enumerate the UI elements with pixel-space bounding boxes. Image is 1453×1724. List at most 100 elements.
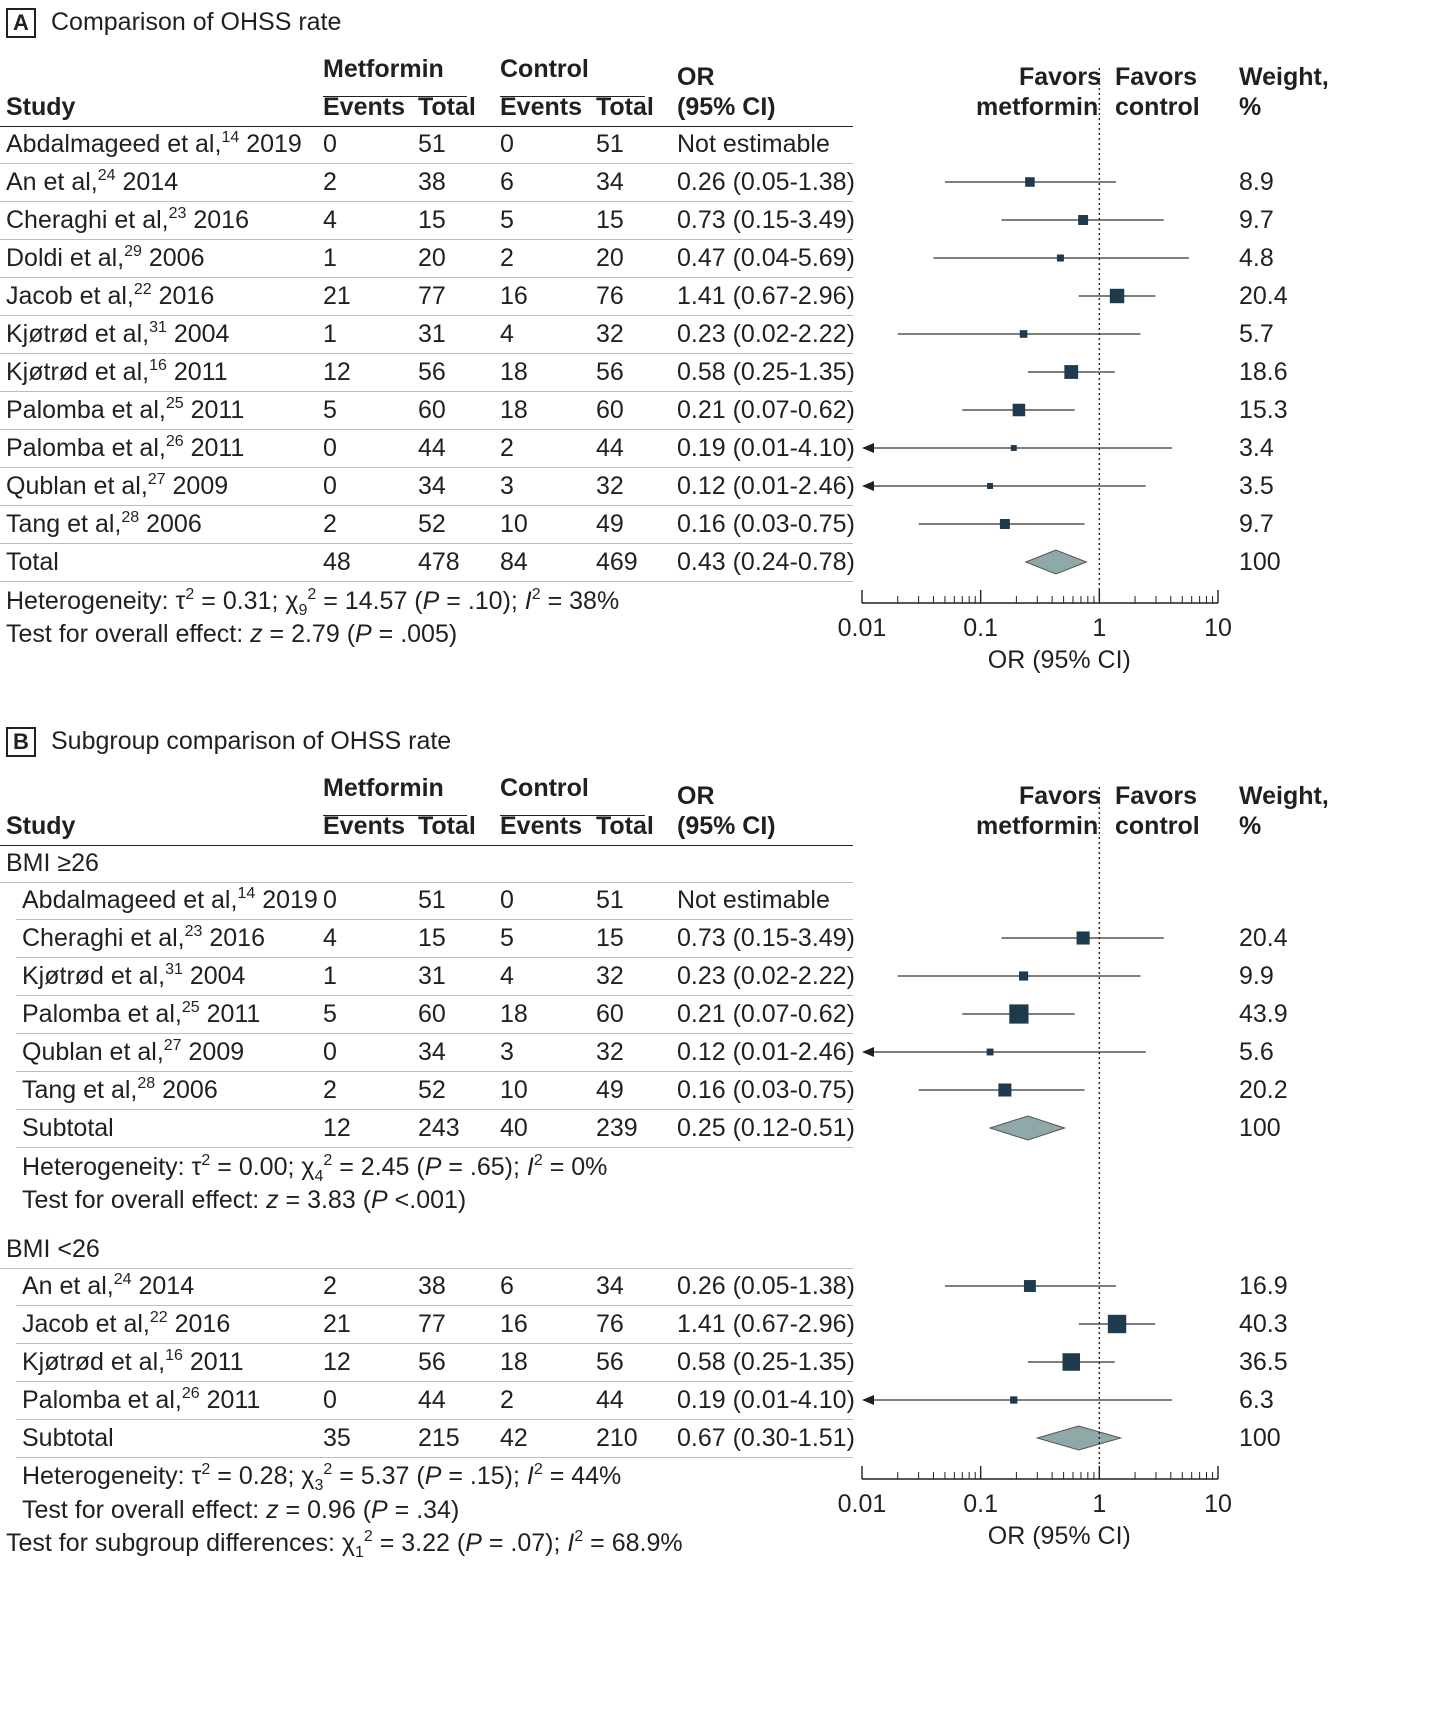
- x-axis-label: OR (95% CI): [987, 646, 1131, 674]
- metformin-events: 0: [323, 886, 337, 914]
- subgroup1-overall-effect: Test for overall effect: z = 3.83 (P <.0…: [22, 1186, 467, 1214]
- row-rule: [0, 315, 853, 316]
- control-total: 34: [596, 1272, 624, 1300]
- weight-header-line2: %: [1239, 812, 1262, 840]
- metformin-total: 52: [418, 1076, 446, 1104]
- metformin-events: 4: [323, 924, 337, 952]
- favors-control-line1: Favors: [1115, 782, 1197, 810]
- row-rule: [16, 1305, 853, 1306]
- metformin-total: 51: [418, 130, 446, 158]
- control-events: 2: [500, 1386, 514, 1414]
- metformin-events: 1: [323, 962, 337, 990]
- row-rule: [16, 957, 853, 958]
- favors-metformin-line1: Favors: [1019, 782, 1101, 810]
- or-ci: 0.16 (0.03-0.75): [677, 1076, 855, 1104]
- study-name: Palomba et al,26 2011: [22, 1385, 261, 1415]
- total-control-total: 239: [596, 1114, 638, 1142]
- total-metformin-total: 478: [418, 548, 460, 576]
- header-rule: [0, 845, 853, 846]
- point-estimate-marker: [1107, 1314, 1127, 1334]
- or-ci: 0.16 (0.03-0.75): [677, 510, 855, 538]
- or-ci: 0.58 (0.25-1.35): [677, 358, 855, 386]
- control-events: 18: [500, 396, 528, 424]
- study-name: Jacob et al,22 2016: [6, 281, 215, 311]
- metformin-total: 56: [418, 358, 446, 386]
- metformin-events: 12: [323, 358, 351, 386]
- control-events: 0: [500, 130, 514, 158]
- control-underline: [500, 96, 645, 97]
- row-rule: [0, 882, 853, 883]
- favors-control-line2: control: [1115, 93, 1200, 121]
- control-events-header: Events: [500, 93, 582, 121]
- control-total-header: Total: [596, 812, 654, 840]
- study-name: Abdalmageed et al,14 2019: [22, 885, 318, 915]
- study-name: Palomba et al,25 2011: [6, 395, 245, 425]
- metformin-events: 21: [323, 1310, 351, 1338]
- row-rule: [16, 1343, 853, 1344]
- point-estimate-marker: [1076, 931, 1090, 945]
- subgroup-label: BMI ≥26: [6, 849, 99, 877]
- control-underline: [500, 815, 645, 816]
- study-name: Doldi et al,29 2006: [6, 243, 205, 273]
- heterogeneity-stats: Heterogeneity: τ2 = 0.31; χ92 = 14.57 (P…: [6, 586, 620, 619]
- row-rule: [16, 1419, 853, 1420]
- metformin-events: 0: [323, 1386, 337, 1414]
- weight-header-line2: %: [1239, 93, 1262, 121]
- control-events: 5: [500, 206, 514, 234]
- weight-header-line1: Weight,: [1239, 782, 1329, 810]
- x-tick-label: 10: [1204, 614, 1232, 642]
- control-total: 51: [596, 130, 624, 158]
- or-header-line2: (95% CI): [677, 812, 776, 840]
- control-total-header: Total: [596, 93, 654, 121]
- control-events: 10: [500, 1076, 528, 1104]
- pooled-estimate-diamond: [1024, 549, 1088, 575]
- metformin-total: 20: [418, 244, 446, 272]
- point-estimate-marker: [1056, 254, 1064, 262]
- control-events: 16: [500, 282, 528, 310]
- ci-arrow: [862, 443, 874, 453]
- panel-letter: B: [6, 727, 36, 757]
- weight-value: 15.3: [1239, 396, 1288, 424]
- subgroup2-overall-effect: Test for overall effect: z = 0.96 (P = .…: [22, 1496, 460, 1524]
- row-rule: [0, 391, 853, 392]
- study-header: Study: [6, 812, 76, 840]
- or-ci: 0.73 (0.15-3.49): [677, 206, 855, 234]
- point-estimate-marker: [987, 483, 994, 489]
- or-header-line2: (95% CI): [677, 93, 776, 121]
- study-name: Tang et al,28 2006: [22, 1075, 218, 1105]
- point-estimate-marker: [1009, 1004, 1029, 1024]
- x-axis-label: OR (95% CI): [987, 1522, 1131, 1550]
- favors-control-line2: control: [1115, 812, 1200, 840]
- control-events: 2: [500, 244, 514, 272]
- metformin-events: 0: [323, 472, 337, 500]
- control-total: 20: [596, 244, 624, 272]
- metformin-events: 21: [323, 282, 351, 310]
- total-label: Total: [6, 548, 59, 576]
- metformin-total: 56: [418, 1348, 446, 1376]
- row-rule: [16, 919, 853, 920]
- point-estimate-marker: [999, 519, 1010, 529]
- metformin-events: 1: [323, 244, 337, 272]
- control-total: 32: [596, 962, 624, 990]
- control-total: 51: [596, 886, 624, 914]
- weight-value: 18.6: [1239, 358, 1288, 386]
- study-name: Kjøtrød et al,31 2004: [22, 961, 246, 991]
- row-rule: [0, 201, 853, 202]
- metformin-header: Metformin: [323, 774, 444, 802]
- panel-title: Comparison of OHSS rate: [51, 8, 342, 36]
- x-tick-label: 0.01: [837, 614, 887, 642]
- point-estimate-marker: [1010, 1396, 1018, 1404]
- metformin-events: 2: [323, 1272, 337, 1300]
- metformin-total: 52: [418, 510, 446, 538]
- row-rule: [16, 1109, 853, 1110]
- control-total: 15: [596, 924, 624, 952]
- metformin-events-header: Events: [323, 812, 405, 840]
- panel-letter: A: [6, 8, 36, 38]
- control-events: 18: [500, 358, 528, 386]
- control-events: 6: [500, 1272, 514, 1300]
- control-events: 18: [500, 1000, 528, 1028]
- study-name: Qublan et al,27 2009: [6, 471, 229, 501]
- weight-value: 20.4: [1239, 924, 1288, 952]
- x-tick-label: 10: [1204, 1490, 1232, 1518]
- total-or-ci: 0.25 (0.12-0.51): [677, 1114, 855, 1142]
